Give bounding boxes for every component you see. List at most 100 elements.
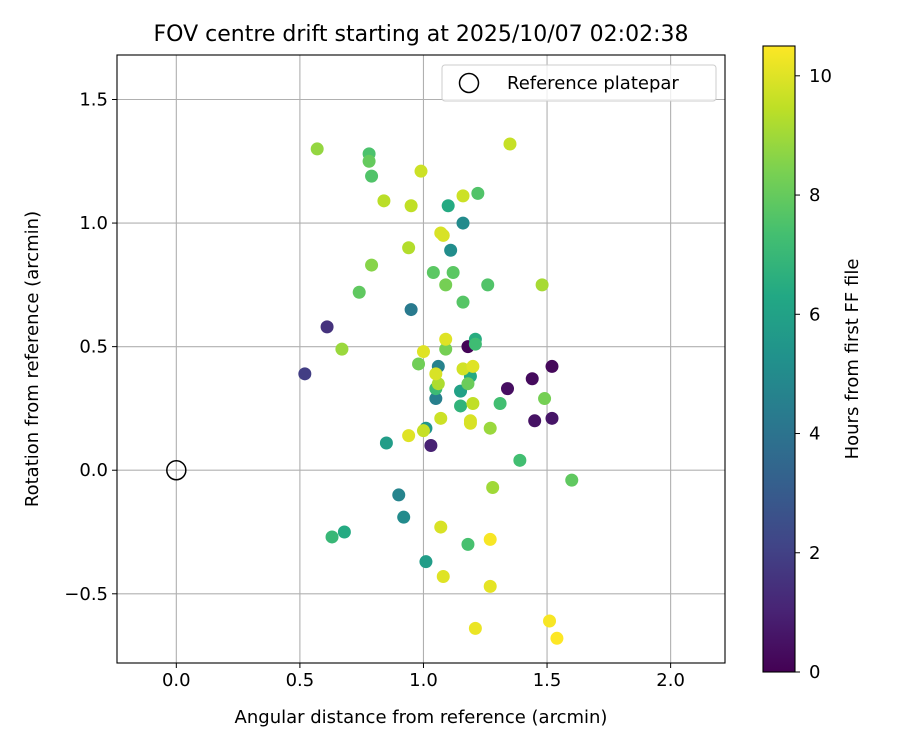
colorbar-gradient [763,46,795,672]
colorbar-tick-label: 8 [809,185,820,206]
data-point [486,481,500,495]
colorbar-label: Hours from first FF file [842,259,863,460]
data-point [468,621,482,635]
data-point [483,532,497,546]
data-point [335,342,349,356]
data-point [434,520,448,534]
data-point [528,414,542,428]
data-point [456,216,470,230]
data-point [436,569,450,583]
colorbar-tick-label: 0 [809,662,820,683]
data-point [379,436,393,450]
data-point [320,320,334,334]
data-point [456,362,470,376]
data-point [337,525,351,539]
data-point [377,194,391,208]
data-point [461,377,475,391]
data-point [545,359,559,373]
x-tick-label: 0.0 [162,670,191,691]
data-point [402,241,416,255]
colorbar: 0 2 4 6 8 10 Hours from first FF file [762,45,863,683]
data-point [298,367,312,381]
data-point [424,439,438,453]
data-point [493,396,507,410]
data-point [404,303,418,317]
legend: Reference platepar [441,64,717,102]
data-point [439,332,453,346]
data-point [468,337,482,351]
data-point [545,411,559,425]
data-point [310,142,324,156]
data-point [466,359,480,373]
data-point [436,228,450,242]
data-point [439,278,453,292]
reference-platepar-marker [166,459,187,481]
data-point [397,510,411,524]
data-point [429,392,443,406]
data-point [434,411,448,425]
data-point [481,278,495,292]
data-point [471,186,485,200]
x-tick-label: 0.5 [286,670,315,691]
legend-box [441,64,717,102]
data-point [525,372,539,386]
colorbar-tick-label: 6 [809,304,820,325]
x-tick-label: 1.0 [409,670,438,691]
y-tick-label: 0.0 [79,460,108,481]
data-point [365,258,379,272]
legend-label: Reference platepar [507,73,679,94]
colorbar-tick-label: 2 [809,543,820,564]
data-point [414,164,428,178]
data-point [404,199,418,213]
data-point [483,579,497,593]
x-axis-ticks: 0.0 0.5 1.0 1.5 2.0 [162,663,685,691]
data-point [439,342,453,356]
data-point [550,631,564,645]
data-point [325,530,339,544]
data-point [565,473,579,487]
y-tick-label: 0.5 [79,337,108,358]
data-point [535,278,549,292]
x-axis-label: Angular distance from reference (arcmin) [235,707,608,728]
colorbar-tick-label: 4 [809,424,820,445]
data-point [412,357,426,371]
data-point [538,392,552,406]
data-point [513,453,527,467]
data-point [419,555,433,569]
x-tick-label: 1.5 [533,670,562,691]
colorbar-ticks: 0 2 4 6 8 10 [795,66,832,683]
data-point [466,396,480,410]
data-point [454,399,468,413]
chart-title: FOV centre drift starting at 2025/10/07 … [154,22,689,47]
data-point [461,537,475,551]
y-tick-label: 1.5 [79,89,108,110]
data-point [441,199,455,213]
data-point [416,424,430,438]
data-point [503,137,517,151]
scatter-series [298,137,579,645]
data-point [483,421,497,435]
data-point [463,416,477,430]
colorbar-frame [762,45,796,673]
x-tick-label: 2.0 [656,670,685,691]
data-point [444,243,458,257]
plot-frame [116,54,726,664]
data-point [501,382,515,396]
data-point [392,488,406,502]
y-axis-ticks: −0.5 0.0 0.5 1.0 1.5 [64,89,117,605]
legend-reference-marker [458,72,480,94]
data-point [456,189,470,203]
data-point [352,285,366,299]
data-point [456,295,470,309]
data-point [426,265,440,279]
data-point [431,377,445,391]
y-axis-label: Rotation from reference (arcmin) [22,211,43,507]
data-point [543,614,557,628]
colorbar-tick-label: 10 [809,66,832,87]
data-point [429,367,443,381]
data-point [362,154,376,168]
data-point [365,169,379,183]
data-point [446,265,460,279]
